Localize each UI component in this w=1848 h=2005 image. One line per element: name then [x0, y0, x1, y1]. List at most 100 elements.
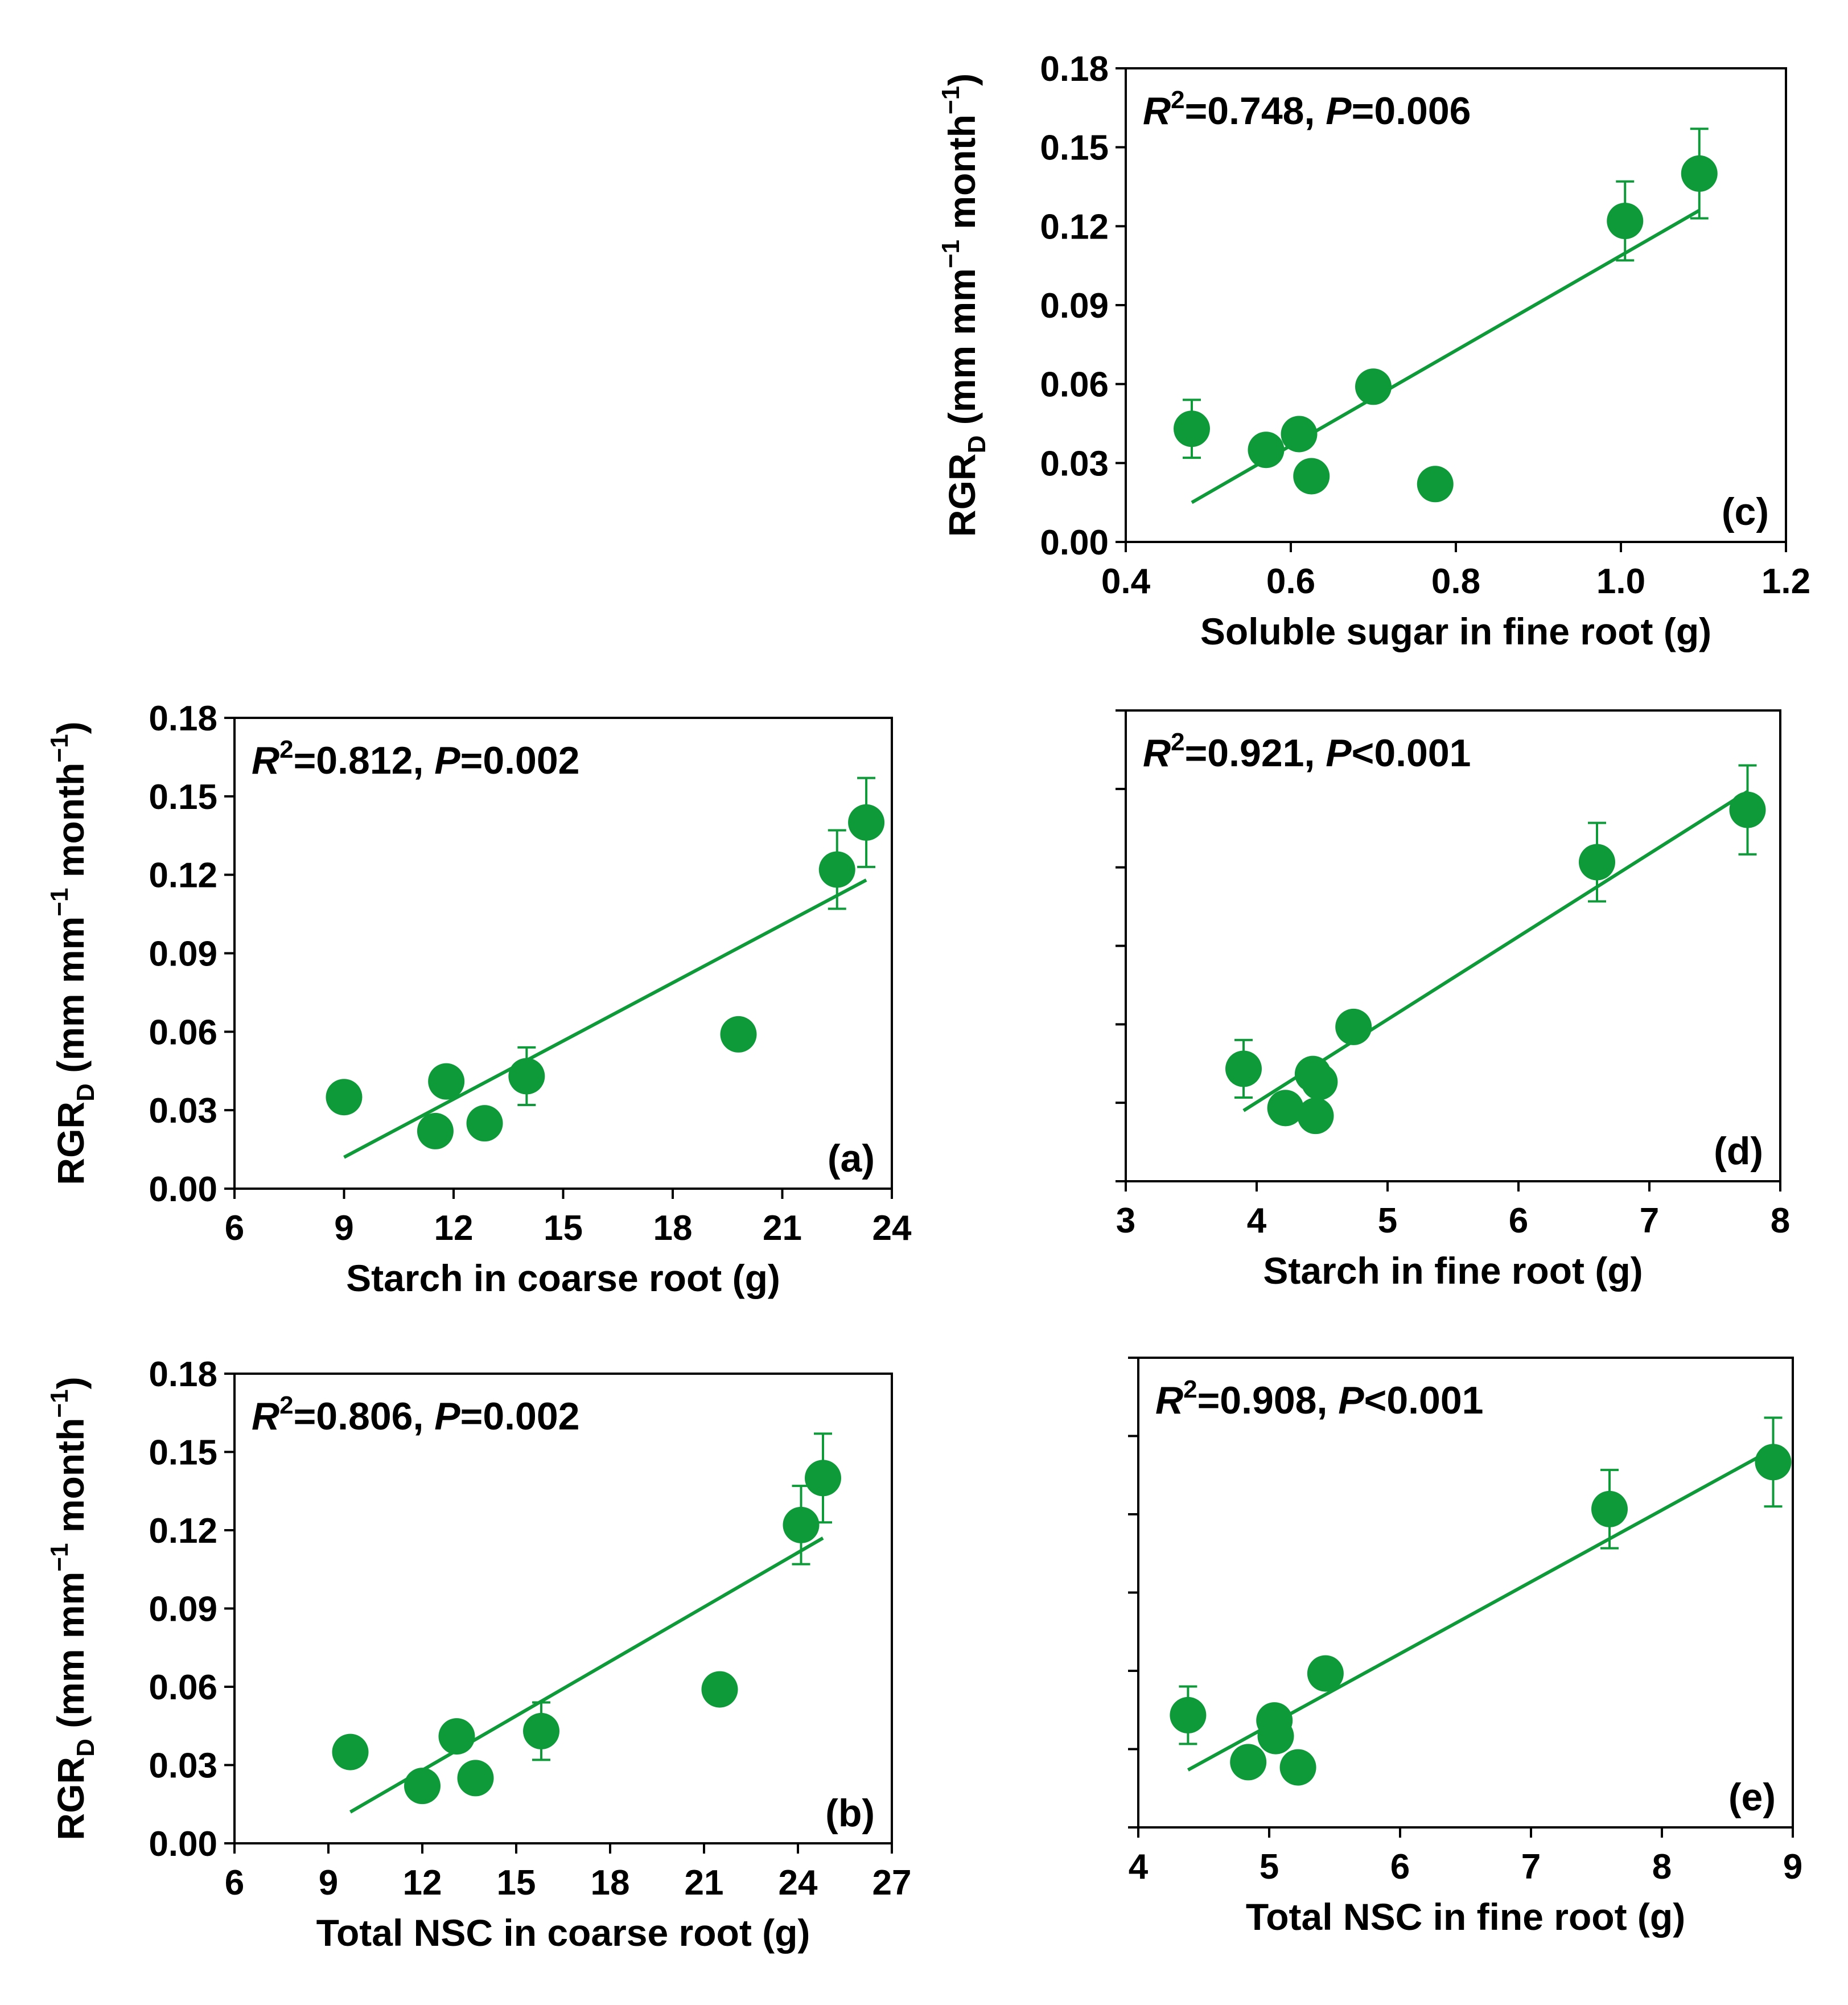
data-point [1681, 155, 1718, 192]
x-axis-label: Total NSC in coarse root (g) [316, 1912, 810, 1954]
data-point [1230, 1744, 1267, 1781]
y-tick-label: 0.12 [149, 1511, 217, 1551]
panel-label: (a) [828, 1137, 875, 1180]
chart-panel-c: 0.00 0.03 0.06 0.09 0.12 0.15 0.18 0.4 0.6 0.8 1.0… [937, 50, 1810, 652]
data-point [466, 1105, 503, 1142]
x-tick-label: 6 [1390, 1847, 1410, 1887]
data-point [1607, 203, 1644, 240]
y-tick-label: 0.12 [1040, 207, 1109, 246]
y-tick-label: 0.15 [149, 1433, 217, 1473]
stats-annotation: R2=0.908, P<0.001 [1155, 1375, 1484, 1422]
y-tick-label: 0.09 [1040, 286, 1109, 326]
data-point [701, 1671, 738, 1708]
y-tick-label: 0.06 [149, 1668, 217, 1707]
y-tick-label: 0.09 [149, 935, 217, 974]
x-tick-label: 6 [225, 1209, 244, 1248]
stats-annotation: R2=0.748, P=0.006 [1143, 86, 1471, 133]
y-tick-label: 0.18 [1040, 50, 1109, 89]
data-point [1729, 791, 1766, 828]
y-tick-label: 0.09 [149, 1590, 217, 1629]
stats-annotation: R2=0.806, P=0.002 [252, 1391, 580, 1438]
data-point [326, 1079, 363, 1116]
data-point [1301, 1063, 1338, 1100]
x-tick-label: 9 [319, 1863, 338, 1903]
y-axis-label: RGRD (mm mm−1 month−1) [46, 721, 100, 1185]
data-point [1297, 1098, 1334, 1135]
data-point [720, 1016, 757, 1053]
y-tick-label: 0.12 [149, 856, 217, 895]
data-point [1579, 844, 1615, 881]
x-tick-label: 4 [1247, 1201, 1267, 1240]
data-point [805, 1460, 841, 1497]
data-point [1355, 368, 1392, 405]
y-tick-label: 0.06 [1040, 365, 1109, 405]
data-point [1591, 1490, 1628, 1527]
data-point [457, 1760, 494, 1797]
x-tick-label: 7 [1521, 1847, 1541, 1887]
x-tick-label: 21 [763, 1209, 802, 1248]
y-tick-label: 0.00 [1040, 523, 1109, 562]
y-tick-label: 0.18 [149, 699, 217, 738]
data-point [1225, 1050, 1262, 1087]
chart-panel-d: 3 4 5 6 7 8 Starch in fine root (g) R2=0.921, P… [1116, 709, 1790, 1292]
data-point [523, 1712, 559, 1749]
x-tick-label: 8 [1652, 1847, 1672, 1887]
y-tick-label: 0.15 [149, 778, 217, 817]
data-point [1170, 1696, 1207, 1733]
plot-frame [1125, 709, 1781, 1182]
x-tick-label: 5 [1260, 1847, 1279, 1887]
plot-frame [1125, 67, 1787, 543]
data-point [1281, 416, 1318, 453]
data-point [417, 1112, 454, 1149]
data-point [1335, 1008, 1372, 1045]
regression-line [349, 1536, 824, 1814]
panel-label: (b) [825, 1792, 875, 1835]
x-tick-label: 15 [497, 1863, 536, 1903]
x-tick-label: 5 [1378, 1201, 1397, 1240]
y-tick-label: 0.03 [1040, 444, 1109, 483]
panel-label: (d) [1714, 1129, 1763, 1173]
data-point [428, 1063, 465, 1100]
x-tick-label: 1.2 [1761, 562, 1810, 601]
y-tick-label: 0.15 [1040, 129, 1109, 168]
data-point [1279, 1749, 1316, 1786]
x-tick-label: 21 [685, 1863, 724, 1903]
data-point [818, 851, 855, 888]
x-axis-label: Total NSC in fine root (g) [1246, 1896, 1685, 1938]
regression-line [343, 878, 867, 1159]
x-tick-label: 24 [872, 1209, 912, 1248]
chart-panel-b: 0.00 0.03 0.06 0.09 0.12 0.15 0.18 6 9 12 15 18 21 24… [46, 1355, 911, 1954]
data-point [1248, 432, 1285, 469]
x-tick-label: 4 [1129, 1847, 1149, 1887]
x-tick-label: 12 [403, 1863, 442, 1903]
plot-frame [233, 717, 893, 1190]
data-point [1267, 1090, 1304, 1127]
data-point [1293, 458, 1330, 495]
data-point [508, 1058, 545, 1095]
x-tick-label: 0.8 [1431, 562, 1480, 601]
data-point [1174, 410, 1210, 447]
data-point [332, 1733, 369, 1770]
y-tick-label: 0.03 [149, 1091, 217, 1131]
y-axis-label: RGRD (mm mm−1 month−1) [937, 73, 991, 537]
regression-line [1242, 790, 1749, 1112]
data-point [848, 804, 885, 841]
data-point [404, 1768, 441, 1805]
x-tick-label: 15 [544, 1209, 583, 1248]
y-tick-label: 0.06 [149, 1013, 217, 1052]
stats-annotation: R2=0.812, P=0.002 [252, 736, 580, 782]
x-tick-label: 12 [434, 1209, 474, 1248]
data-point [783, 1506, 820, 1543]
data-point [1417, 466, 1454, 503]
data-point [438, 1718, 475, 1755]
y-tick-label: 0.03 [149, 1747, 217, 1786]
x-tick-label: 3 [1116, 1201, 1135, 1240]
x-tick-label: 18 [653, 1209, 693, 1248]
x-axis-label: Starch in fine root (g) [1263, 1250, 1643, 1292]
y-tick-label: 0.00 [149, 1170, 217, 1209]
y-axis-label: RGRD (mm mm−1 month−1) [46, 1377, 100, 1840]
data-point [1755, 1444, 1792, 1481]
y-tick-label: 0.18 [149, 1355, 217, 1394]
data-point [1307, 1655, 1344, 1692]
x-tick-label: 24 [779, 1863, 818, 1903]
